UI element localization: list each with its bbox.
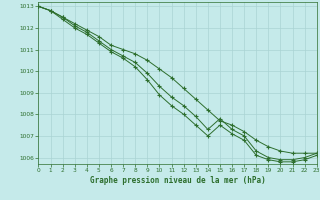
X-axis label: Graphe pression niveau de la mer (hPa): Graphe pression niveau de la mer (hPa) <box>90 176 266 185</box>
